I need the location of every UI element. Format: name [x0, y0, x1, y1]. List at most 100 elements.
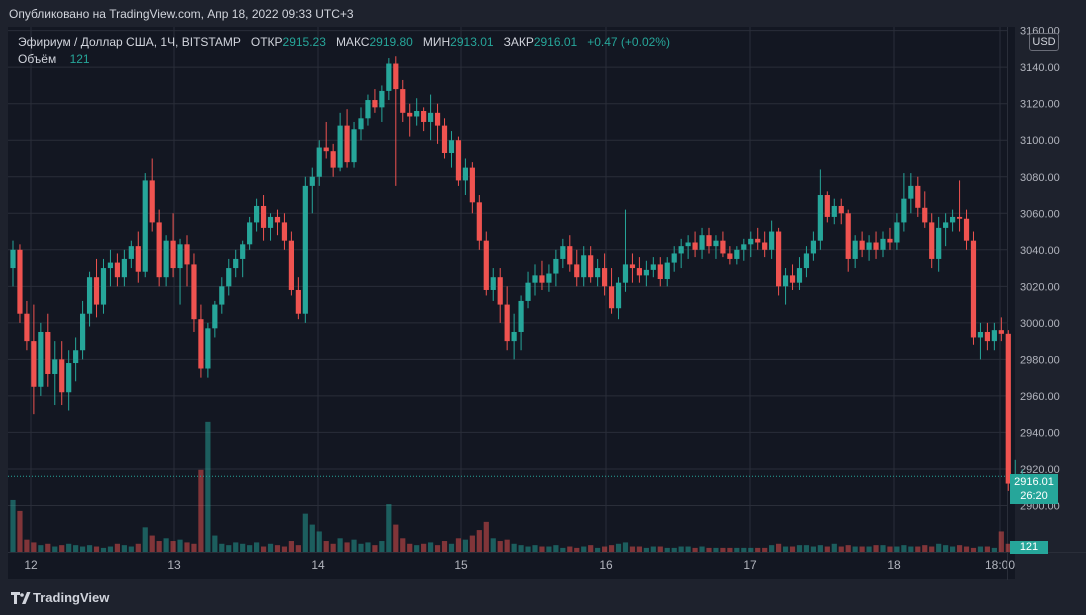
candle-body	[441, 125, 448, 154]
chart-panel[interactable]	[8, 27, 1015, 579]
candle-body	[219, 286, 225, 305]
candle-body	[379, 90, 385, 108]
volume-bar	[984, 546, 990, 552]
volume-bar	[462, 539, 468, 552]
candle-body	[100, 268, 107, 305]
volume-bar	[86, 545, 93, 552]
candle-body	[615, 282, 622, 309]
volume-bar	[379, 541, 385, 552]
volume-bar	[581, 546, 587, 552]
candle-body	[365, 100, 371, 119]
candle-body	[671, 253, 677, 263]
candle-body	[128, 246, 134, 259]
candle-body	[977, 331, 984, 338]
volume-bar	[636, 546, 642, 552]
change-value: +0.47 (+0.02%)	[587, 35, 670, 49]
volume-bar	[288, 541, 294, 552]
volume-bar	[386, 504, 392, 552]
candle-body	[142, 180, 148, 272]
volume-bar	[205, 421, 211, 552]
candlestick-chart[interactable]: 2900.002920.002940.002960.002980.003000.…	[0, 0, 1086, 580]
candle-body	[622, 264, 629, 283]
volume-bar	[664, 547, 670, 552]
candle-body	[337, 125, 343, 168]
candle-body	[588, 255, 594, 278]
candle-body	[448, 140, 455, 154]
candle-body	[956, 216, 963, 219]
volume-bar	[448, 543, 455, 552]
volume-bar	[219, 543, 225, 552]
candle-body	[163, 240, 169, 278]
volume-bar	[254, 542, 260, 552]
candle-body	[581, 255, 587, 278]
candle-body	[469, 167, 475, 203]
volume-bar	[929, 546, 935, 552]
volume-bar	[998, 531, 1004, 552]
candle-body	[483, 240, 489, 290]
candle-body	[386, 63, 392, 91]
volume-label[interactable]: Объём	[18, 52, 57, 66]
published-bar: Опубликовано на TradingView.com, Апр 18,…	[0, 0, 1086, 26]
candle-body	[866, 242, 872, 250]
candle-body	[943, 222, 949, 228]
volume-bar	[281, 546, 288, 552]
volume-bar	[894, 546, 900, 552]
y-tick-label: 2960.00	[1020, 391, 1060, 403]
candle-body	[769, 231, 775, 250]
volume-bar	[803, 545, 810, 552]
candle-body	[281, 222, 288, 241]
candle-body	[741, 244, 747, 250]
volume-bar	[469, 535, 475, 552]
volume-bar	[240, 543, 246, 552]
volume-bar	[859, 546, 865, 552]
volume-bar	[755, 547, 761, 552]
tradingview-logo-icon[interactable]	[11, 591, 31, 605]
candle-body	[901, 198, 907, 223]
volume-bar	[170, 541, 176, 552]
tradingview-brand[interactable]: TradingView	[33, 590, 110, 605]
candle-body	[831, 205, 837, 217]
volume-bar	[574, 547, 580, 552]
volume-bar	[588, 545, 594, 552]
volume-bar	[17, 510, 23, 552]
volume-bar	[316, 531, 322, 552]
volume-bar	[428, 542, 434, 552]
candle-body	[393, 63, 399, 90]
volume-bar	[163, 538, 169, 552]
volume-bar	[678, 546, 684, 552]
volume-bar	[950, 546, 956, 552]
volume-bar	[602, 546, 608, 552]
volume-bar	[142, 527, 148, 552]
candle-body	[922, 207, 928, 223]
symbol-title[interactable]: Эфириум / Доллар США, 1Ч, BITSTAMP	[18, 35, 241, 49]
candle-body	[302, 185, 308, 314]
candle-body	[288, 240, 294, 290]
last-price-value: 2916.01	[1014, 476, 1054, 488]
volume-bar	[358, 543, 364, 552]
volume-bar	[824, 546, 830, 552]
volume-bar	[615, 543, 622, 552]
volume-bar	[810, 546, 816, 552]
candle-body	[351, 129, 357, 163]
candle-body	[643, 269, 649, 276]
volume-bar	[31, 542, 37, 552]
candle-body	[838, 205, 844, 214]
candle-body	[66, 363, 72, 393]
volume-bar	[59, 545, 65, 552]
candle-body	[10, 249, 16, 269]
candle-body	[170, 240, 176, 269]
candle-body	[880, 238, 886, 250]
volume-bar	[365, 542, 371, 552]
candle-body	[525, 282, 531, 301]
symbol-legend: Эфириум / Доллар США, 1Ч, BITSTAMP ОТКР2…	[18, 35, 670, 49]
volume-bar	[1005, 543, 1011, 552]
volume-bar	[650, 546, 656, 552]
candle-body	[73, 350, 79, 364]
volume-bar	[66, 543, 72, 552]
volume-bar	[915, 546, 921, 552]
volume-bar	[887, 546, 893, 552]
volume-legend: Объём 121	[18, 52, 90, 66]
volume-bar	[24, 539, 30, 552]
candle-body	[748, 238, 754, 245]
currency-button[interactable]: USD	[1029, 33, 1059, 51]
